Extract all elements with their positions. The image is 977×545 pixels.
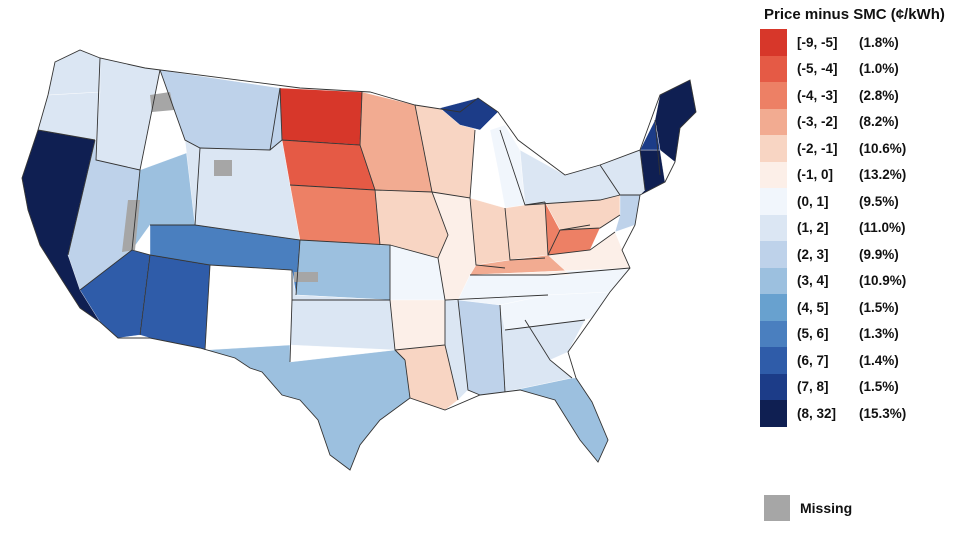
region-maine (654, 79, 697, 163)
legend-share: (1.3%) (859, 326, 899, 342)
legend-range: (-3, -2] (797, 114, 838, 130)
region-texas (204, 344, 411, 471)
legend-share: (15.3%) (859, 405, 907, 421)
region-wyoming (184, 139, 301, 241)
region-kansas (295, 239, 391, 301)
legend-share: (1.8%) (859, 34, 899, 50)
legend-item: (2, 3] (9.9%) (760, 241, 975, 268)
legend-swatch (760, 294, 787, 321)
legend-range: (1, 2] (797, 220, 829, 236)
legend-swatch (760, 135, 787, 162)
legend-swatch (760, 241, 787, 268)
legend-share: (11.0%) (859, 220, 906, 236)
legend-share: (10.6%) (859, 140, 907, 156)
legend-item: (0, 1] (9.5%) (760, 188, 975, 215)
legend-share: (10.9%) (859, 273, 907, 289)
legend-swatch (760, 267, 787, 294)
legend-share: (1.4%) (859, 352, 899, 368)
legend-share: (2.8%) (859, 87, 899, 103)
legend-share: (9.9%) (859, 246, 899, 262)
legend-swatch (760, 108, 787, 135)
legend-item: (-3, -2] (8.2%) (760, 108, 975, 135)
region-lower-michigan (489, 124, 526, 209)
region-indiana (469, 197, 511, 266)
legend-swatch (760, 82, 787, 109)
legend-item: (7, 8] (1.5%) (760, 373, 975, 400)
legend-range: (0, 1] (797, 193, 829, 209)
legend-swatch (760, 400, 787, 427)
legend-title: Price minus SMC (¢/kWh) (764, 6, 945, 23)
legend-missing-entry: Missing (764, 495, 852, 521)
missing-label: Missing (800, 500, 853, 516)
legend-item: (4, 5] (1.5%) (760, 294, 975, 321)
legend-range: (-5, -4] (797, 61, 838, 77)
legend-share: (13.2%) (859, 167, 907, 183)
legend-range: (8, 32] (797, 405, 837, 421)
legend-share: (8.2%) (859, 114, 899, 130)
legend-item: (-2, -1] (10.6%) (760, 135, 975, 162)
legend-item: (-1, 0] (13.2%) (760, 161, 975, 188)
legend-range: (7, 8] (797, 379, 829, 395)
legend-item: [-9, -5] (1.8%) (760, 29, 975, 56)
legend-item: (5, 6] (1.3%) (760, 320, 975, 347)
region-montana (159, 69, 283, 151)
legend-item: (6, 7] (1.4%) (760, 347, 975, 374)
legend-item: (3, 4] (10.9%) (760, 267, 975, 294)
region-upper-peninsula (439, 97, 499, 131)
legend-swatch (760, 373, 787, 400)
legend-share: (1.5%) (859, 299, 899, 315)
legend-swatch (760, 320, 787, 347)
legend-share: (9.5%) (859, 193, 899, 209)
legend-swatch (760, 161, 787, 188)
legend-item: (8, 32] (15.3%) (760, 400, 975, 427)
legend-range: [-9, -5] (797, 34, 838, 50)
legend-swatch (760, 29, 787, 56)
legend-range: (4, 5] (797, 299, 829, 315)
region-ohio (504, 201, 549, 261)
region-new-mexico (139, 254, 211, 351)
legend-range: (-1, 0] (797, 167, 834, 183)
missing-region-oklahoma-panhandle-patch (294, 272, 318, 282)
legend-item: (-5, -4] (1.0%) (760, 55, 975, 82)
legend-share: (1.5%) (859, 379, 899, 395)
missing-swatch (764, 495, 790, 521)
region-nebraska (289, 184, 381, 246)
region-north-dakota (279, 87, 363, 146)
missing-region-montana-patch (150, 92, 174, 112)
us-price-minus-smc-map (21, 49, 697, 471)
region-idaho (95, 57, 161, 171)
region-washington (47, 49, 101, 96)
legend-range: (2, 3] (797, 246, 829, 262)
legend: Price minus SMC (¢/kWh) [-9, -5] (1.8%) (-… (760, 6, 975, 427)
region-arkansas (389, 299, 446, 351)
legend-swatch (760, 188, 787, 215)
legend-range: (3, 4] (797, 273, 829, 289)
legend-range: (-2, -1] (797, 140, 838, 156)
us-outline (21, 49, 697, 471)
missing-region-wyoming-patch (214, 160, 232, 176)
legend-share: (1.0%) (859, 61, 899, 77)
legend-swatch (760, 55, 787, 82)
legend-range: (-4, -3] (797, 87, 838, 103)
legend-item: (1, 2] (11.0%) (760, 214, 975, 241)
legend-swatch (760, 214, 787, 241)
legend-range: (6, 7] (797, 352, 829, 368)
legend-item: (-4, -3] (2.8%) (760, 82, 975, 109)
region-new-hampshire-vermont (639, 119, 661, 151)
legend-range: (5, 6] (797, 326, 829, 342)
legend-swatch (760, 347, 787, 374)
